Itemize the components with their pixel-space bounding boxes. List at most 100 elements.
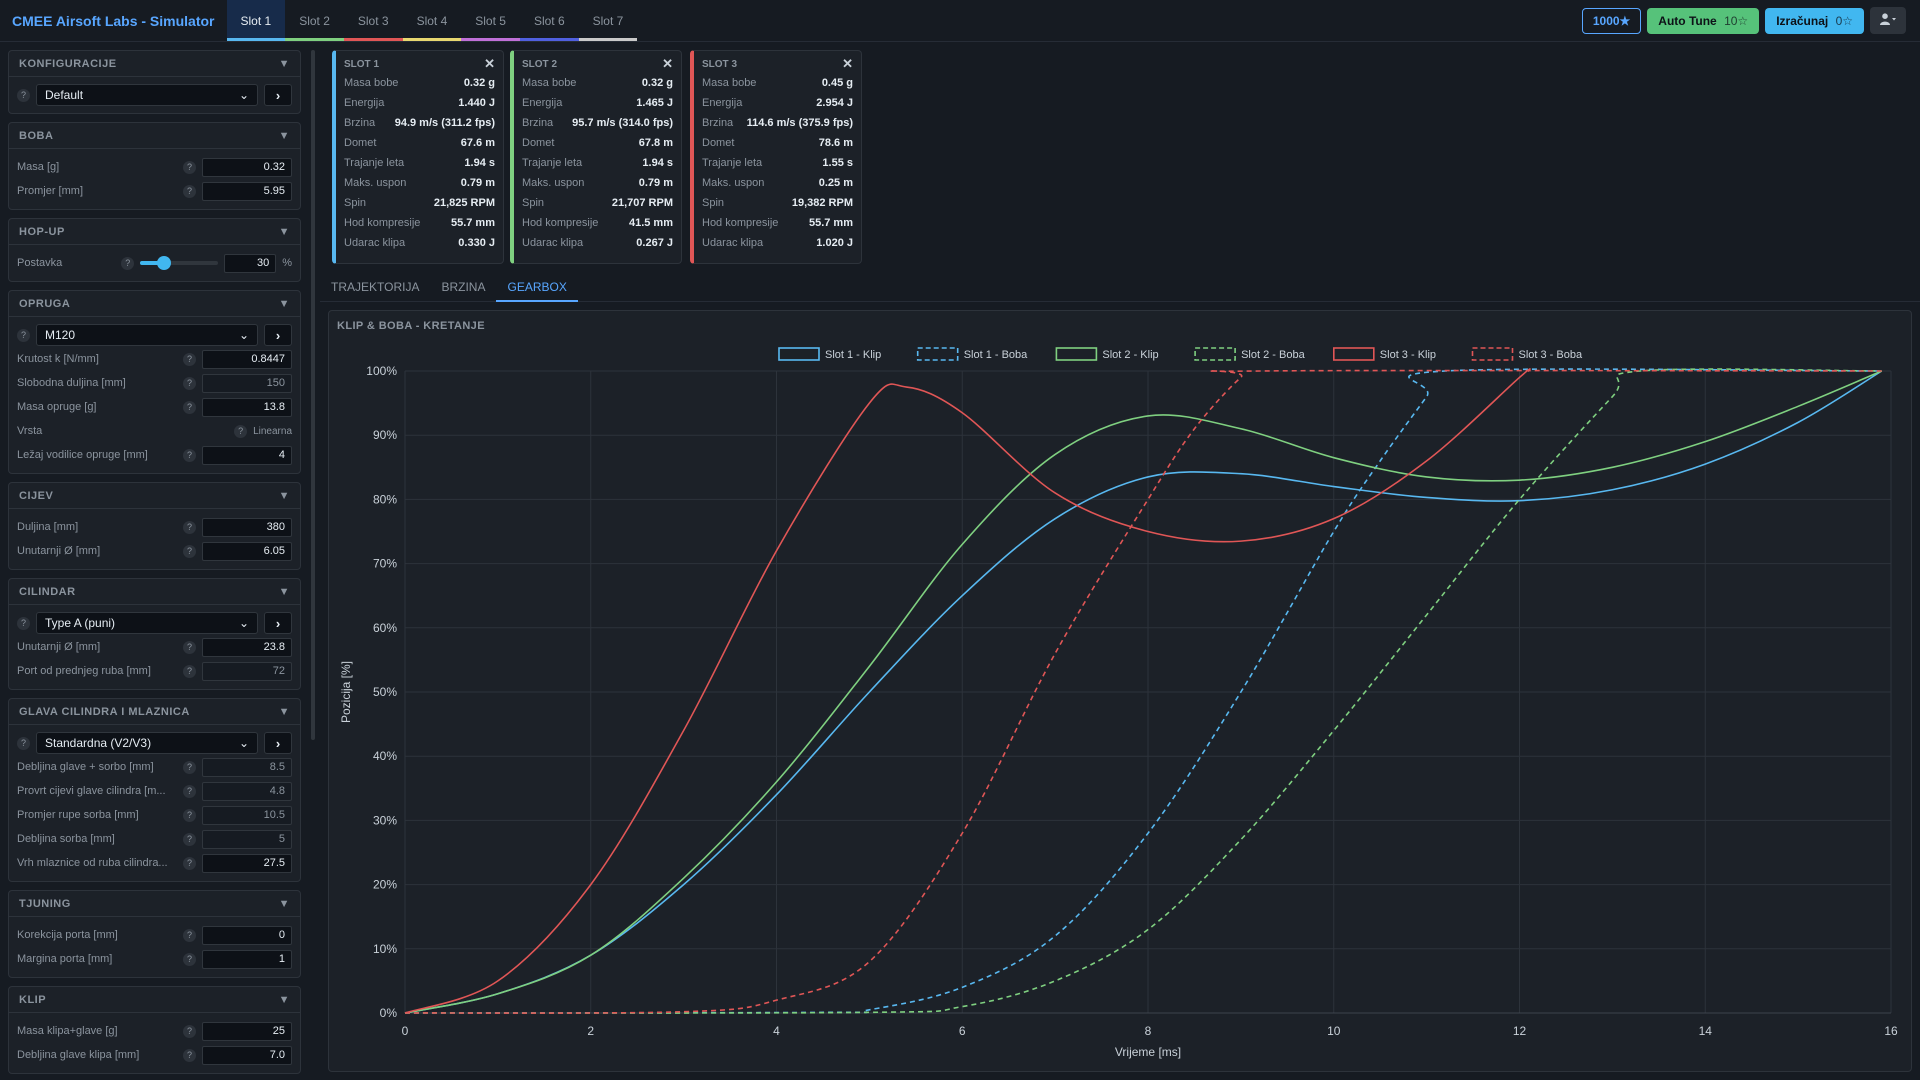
help-icon[interactable]: ? [17,736,30,750]
section-header[interactable]: BOBA ▼ [9,123,300,149]
collapse-icon[interactable]: ▼ [278,705,290,718]
collapse-icon[interactable]: ▼ [278,585,290,598]
param-input[interactable]: 5 [202,829,292,849]
help-icon[interactable]: ? [17,88,30,102]
legend-swatch[interactable] [1194,347,1236,361]
help-icon[interactable]: ? [183,520,196,534]
hopup-slider-handle[interactable] [156,256,171,270]
help-icon[interactable]: ? [183,928,196,942]
tab-slot-4[interactable]: Slot 4 [402,0,462,41]
help-icon[interactable]: ? [234,424,248,438]
help-icon[interactable]: ? [183,400,196,414]
help-icon[interactable]: ? [17,328,30,342]
param-input[interactable]: 380 [202,517,292,537]
legend-swatch[interactable] [1055,347,1098,361]
config-select[interactable]: Default ⌄ [36,84,258,106]
help-icon[interactable]: ? [17,616,30,630]
help-icon[interactable]: ? [183,832,196,846]
help-icon[interactable]: ? [183,664,196,678]
param-input[interactable]: 25 [202,1021,292,1041]
param-input[interactable]: 7.0 [202,1045,292,1065]
help-icon[interactable]: ? [183,352,196,366]
tab-slot-2[interactable]: Slot 2 [285,0,344,41]
view-tab-brzina[interactable]: BRZINA [441,280,486,294]
section-header[interactable]: HOP-UP ▼ [9,219,300,245]
help-icon[interactable]: ? [183,856,196,870]
help-icon[interactable]: ? [183,952,196,966]
param-input[interactable]: 72 [202,661,292,681]
tab-slot-1[interactable]: Slot 1 [226,0,286,41]
credits-button[interactable]: 1000★ [1581,7,1642,34]
help-icon[interactable]: ? [183,784,196,798]
hopup-input[interactable]: 30 [224,253,277,273]
collapse-icon[interactable]: ▼ [278,129,290,142]
view-tab-trajektorija[interactable]: TRAJEKTORIJA [331,280,420,294]
help-icon[interactable]: ? [121,256,135,270]
help-icon[interactable]: ? [183,808,196,822]
legend-swatch[interactable] [916,347,959,361]
collapse-icon[interactable]: ▼ [278,225,290,238]
help-icon[interactable]: ? [183,160,196,174]
help-icon[interactable]: ? [183,640,196,654]
close-icon[interactable]: ✕ [842,56,853,71]
collapse-icon[interactable]: ▼ [278,993,290,1006]
param-input[interactable]: 23.8 [202,637,292,657]
tab-slot-6[interactable]: Slot 6 [519,0,579,41]
param-input[interactable]: 5.95 [202,181,292,201]
collapse-icon[interactable]: ▼ [278,297,290,310]
spring-guide-input[interactable]: 4 [202,445,292,465]
section-header[interactable]: KONFIGURACIJE ▼ [9,51,300,77]
collapse-icon[interactable]: ▼ [278,897,290,910]
legend-label[interactable]: Slot 1 - Klip [825,349,881,361]
section-header[interactable]: KLIP ▼ [9,987,300,1013]
param-input[interactable]: 0 [202,925,292,945]
cylinder-next-button[interactable]: › [264,612,292,634]
help-icon[interactable]: ? [183,544,196,558]
param-input[interactable]: 6.05 [202,541,292,561]
help-icon[interactable]: ? [183,1048,196,1062]
calculate-button[interactable]: Izračunaj 0☆ [1765,7,1864,34]
tab-slot-7[interactable]: Slot 7 [578,0,638,41]
param-input[interactable]: 1 [202,949,292,969]
spring-select[interactable]: M120 ⌄ [36,324,258,346]
section-header[interactable]: GLAVA CILINDRA I MLAZNICA ▼ [9,699,300,725]
close-icon[interactable]: ✕ [484,56,495,71]
legend-swatch[interactable] [778,347,820,361]
param-input[interactable]: 27.5 [202,853,292,873]
section-header[interactable]: CIJEV ▼ [9,483,300,509]
param-input[interactable]: 4.8 [202,781,292,801]
legend-label[interactable]: Slot 3 - Klip [1380,349,1436,361]
hopup-slider[interactable] [140,256,219,270]
help-icon[interactable]: ? [183,448,196,462]
param-input[interactable]: 150 [202,373,292,393]
legend-label[interactable]: Slot 2 - Klip [1102,349,1158,361]
user-menu-button[interactable] [1870,7,1906,34]
param-input[interactable]: 8.5 [202,757,292,777]
close-icon[interactable]: ✕ [662,56,673,71]
legend-label[interactable]: Slot 2 - Boba [1241,349,1305,361]
collapse-icon[interactable]: ▼ [278,489,290,502]
section-header[interactable]: CILINDAR ▼ [9,579,300,605]
help-icon[interactable]: ? [183,184,196,198]
head-select[interactable]: Standardna (V2/V3) ⌄ [36,732,258,754]
spring-next-button[interactable]: › [264,324,292,346]
param-input[interactable]: 13.8 [202,397,292,417]
help-icon[interactable]: ? [183,760,196,774]
param-input[interactable]: 10.5 [202,805,292,825]
head-next-button[interactable]: › [264,732,292,754]
tab-slot-5[interactable]: Slot 5 [461,0,520,41]
legend-label[interactable]: Slot 1 - Boba [964,349,1028,361]
legend-swatch[interactable] [1332,347,1375,361]
param-input[interactable]: 0.8447 [202,349,292,369]
collapse-icon[interactable]: ▼ [278,57,290,70]
section-header[interactable]: TJUNING ▼ [9,891,300,917]
section-header[interactable]: OPRUGA ▼ [9,291,300,317]
tab-slot-3[interactable]: Slot 3 [343,0,403,41]
legend-label[interactable]: Slot 3 - Boba [1519,349,1583,361]
auto-tune-button[interactable]: Auto Tune 10☆ [1647,7,1760,34]
param-input[interactable]: 0.32 [202,157,292,177]
legend-swatch[interactable] [1471,347,1514,361]
view-tab-gearbox[interactable]: GEARBOX [496,273,579,302]
sidebar-scrollbar[interactable] [311,50,315,740]
cylinder-select[interactable]: Type A (puni) ⌄ [36,612,258,634]
